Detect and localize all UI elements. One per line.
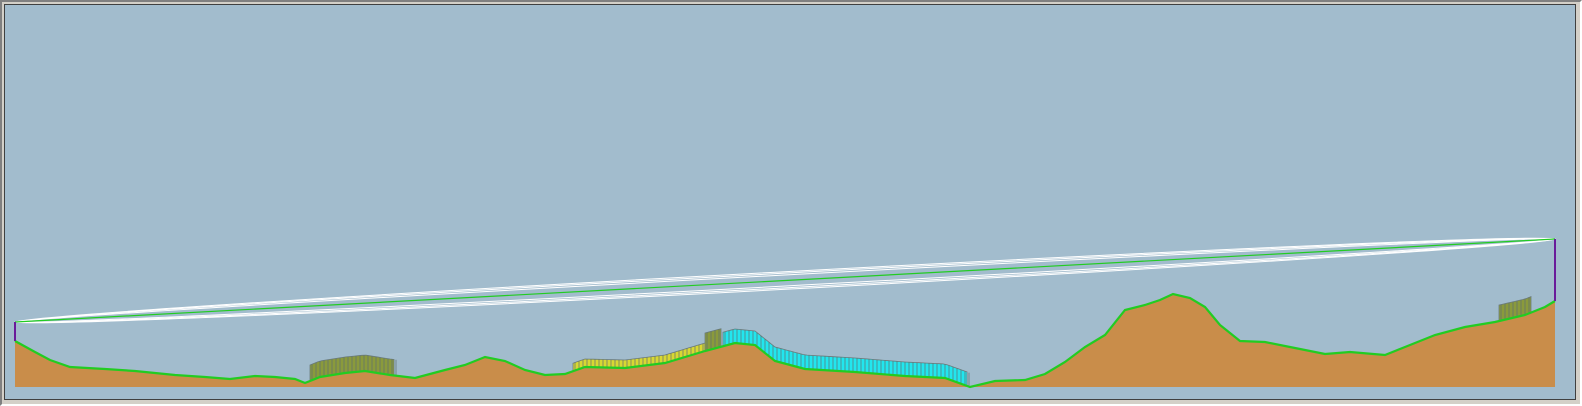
- line-of-sight: [14, 238, 1556, 323]
- terrain-surface-line: [14, 292, 1556, 389]
- path-profile-view: [4, 4, 1576, 400]
- clutter-water-3: [722, 328, 970, 387]
- terrain-profile: [15, 294, 1555, 387]
- sky-background: [5, 5, 1575, 399]
- path-profile-chart: [5, 5, 1575, 399]
